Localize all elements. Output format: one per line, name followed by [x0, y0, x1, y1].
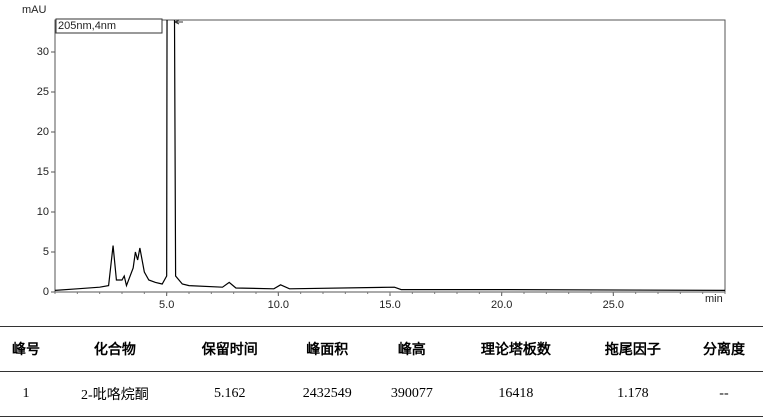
- table-cell: 16418: [498, 386, 534, 401]
- x-tick-label: 20.0: [491, 299, 512, 311]
- annotation: 205nm,4nm: [58, 20, 116, 32]
- table-cell: 2-吡咯烷酮: [81, 388, 149, 403]
- y-tick-label: 25: [37, 86, 49, 98]
- table-cell: 2432549: [302, 386, 352, 401]
- y-axis-label: mAU: [22, 4, 47, 16]
- table-cell: 1.178: [617, 386, 649, 401]
- header-cell: 峰号: [12, 343, 40, 358]
- header-cell: 拖尾因子: [604, 343, 661, 358]
- header-cell: 保留时间: [201, 343, 258, 358]
- header-cell: 峰面积: [306, 343, 349, 358]
- x-tick-label: 5.0: [159, 299, 174, 311]
- y-tick-label: 5: [43, 246, 49, 258]
- y-tick-label: 0: [43, 286, 49, 298]
- chromatogram: mAU min 205nm,4nm 0 5 10 15 20 25 30 5.0 10.0 15.…: [22, 4, 726, 311]
- y-tick-label: 15: [37, 166, 49, 178]
- x-tick-label: 25.0: [603, 299, 624, 311]
- table-body: 1 2-吡咯烷酮 5.162 2432549 390077 16418 1.178 --: [0, 372, 763, 417]
- result-table: 峰号 化合物 保留时间 峰面积 峰高 理论塔板数 拖尾因子 分离度 1 2-吡咯烷酮 5.162 24…: [0, 326, 763, 417]
- table-row: 1 2-吡咯烷酮 5.162 2432549 390077 16418 1.178 --: [0, 372, 763, 417]
- table-cell: --: [719, 386, 729, 401]
- header-cell: 分离度: [702, 343, 745, 358]
- table-cell: 390077: [390, 386, 433, 401]
- y-tick-label: 10: [37, 206, 49, 218]
- x-axis-label: min: [705, 293, 723, 305]
- y-tick-label: 30: [37, 46, 49, 58]
- header-cell: 化合物: [93, 343, 136, 358]
- signal-line: [55, 20, 725, 291]
- table-cell: 1: [22, 386, 30, 401]
- annotation-box: [55, 18, 163, 34]
- table-cell: 5.162: [214, 386, 246, 401]
- header-cell: 理论塔板数: [480, 343, 551, 358]
- x-tick-label: 15.0: [379, 299, 400, 311]
- header-row: 峰号 化合物 保留时间 峰面积 峰高 理论塔板数 拖尾因子 分离度: [0, 326, 763, 372]
- y-tick-label: 20: [37, 126, 49, 138]
- plot-frame: [54, 19, 726, 293]
- peak-arrow: [174, 19, 183, 25]
- header-cell: 峰高: [397, 343, 426, 358]
- x-tick-label: 10.0: [268, 299, 289, 311]
